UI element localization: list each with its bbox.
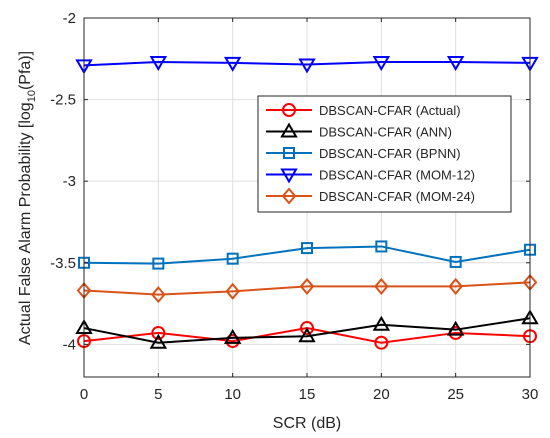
- y-tick-label: -4: [63, 336, 76, 353]
- series-line: [83, 281, 531, 296]
- x-tick-label: 15: [299, 386, 316, 403]
- y-axis-label-suffix: (Pfa)]: [17, 51, 34, 90]
- data-point: [446, 320, 465, 336]
- legend-label: DBSCAN-CFAR (MOM-24): [319, 189, 475, 204]
- series-5: [76, 273, 538, 304]
- series-layer: [75, 56, 539, 350]
- legend-entry: DBSCAN-CFAR (ANN): [266, 122, 452, 140]
- data-point: [300, 321, 314, 336]
- data-point: [225, 282, 240, 300]
- data-point: [151, 325, 166, 340]
- series-line: [83, 317, 531, 344]
- legend-entry: DBSCAN-CFAR (MOM-12): [266, 168, 475, 184]
- data-point: [226, 252, 239, 265]
- data-point: [372, 56, 391, 72]
- data-point: [149, 333, 168, 349]
- series-line: [83, 61, 531, 67]
- series-4: [75, 56, 539, 75]
- data-point: [301, 242, 313, 255]
- data-point: [374, 277, 389, 295]
- y-tick-label: -2: [63, 10, 76, 27]
- data-point: [149, 56, 168, 72]
- series-2: [75, 309, 539, 349]
- data-point: [446, 56, 465, 72]
- data-point: [375, 240, 388, 253]
- x-tick-label: 0: [80, 386, 88, 403]
- legend-marker: [282, 103, 296, 117]
- legend-marker: [283, 147, 295, 159]
- data-point: [449, 255, 462, 268]
- ticks: 0 5 10 15 20 25 30 -4 -3.5 -3 -2.5 -2: [50, 10, 538, 403]
- y-tick-label: -3: [63, 173, 76, 190]
- data-point: [151, 286, 166, 304]
- legend-marker: [280, 168, 298, 184]
- y-tick-label: -3.5: [50, 255, 76, 272]
- y-axis-label-prefix: Actual False Alarm Probability [log: [17, 102, 34, 345]
- data-point: [372, 315, 391, 331]
- legend-entry: DBSCAN-CFAR (MOM-24): [266, 187, 475, 205]
- data-point: [448, 277, 463, 295]
- x-axis-label: SCR (dB): [273, 415, 341, 432]
- legend-marker: [280, 122, 298, 138]
- legend-label: DBSCAN-CFAR (MOM-12): [319, 168, 475, 183]
- data-point: [298, 327, 316, 343]
- x-tick-label: 10: [224, 386, 241, 403]
- x-tick-label: 20: [373, 386, 390, 403]
- data-point: [299, 277, 315, 295]
- series-3: [78, 240, 536, 270]
- x-tick-label: 5: [154, 386, 162, 403]
- y-axis-label-subscript: 10: [26, 90, 38, 102]
- legend-entry: DBSCAN-CFAR (BPNN): [266, 146, 461, 161]
- legend: DBSCAN-CFAR (Actual) DBSCAN-CFAR (ANN) DBS…: [257, 95, 512, 213]
- legend-label: DBSCAN-CFAR (BPNN): [319, 146, 461, 161]
- data-point: [223, 56, 242, 72]
- series-line: [83, 245, 531, 265]
- y-tick-label: -2.5: [50, 92, 76, 109]
- x-tick-label: 25: [447, 386, 464, 403]
- data-point: [223, 328, 242, 344]
- legend-marker: [281, 187, 297, 205]
- legend-label: DBSCAN-CFAR (Actual): [319, 103, 461, 118]
- data-point: [374, 335, 389, 350]
- legend-label: DBSCAN-CFAR (ANN): [319, 125, 452, 140]
- data-point: [298, 58, 316, 74]
- y-axis-label: Actual False Alarm Probability [log10(Pf…: [17, 51, 38, 345]
- x-tick-label: 30: [522, 386, 539, 403]
- data-point: [152, 257, 165, 270]
- legend-entry: DBSCAN-CFAR (Actual): [266, 103, 461, 118]
